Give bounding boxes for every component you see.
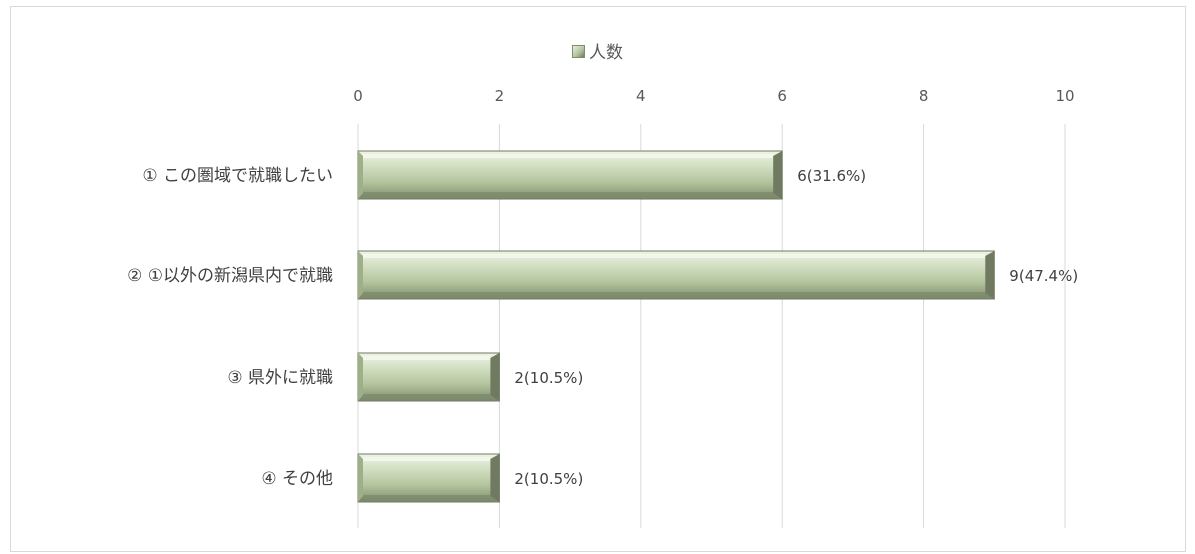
bar-body-1: [357, 150, 783, 200]
bar-body-4: [357, 453, 500, 503]
x-tick-label-6: 6: [777, 87, 787, 105]
bar-3: [357, 352, 500, 402]
legend-label: 人数: [589, 43, 623, 63]
legend: 人数: [0, 38, 1195, 63]
bar-2: [357, 250, 995, 300]
bar-bevel-bottom-1: [359, 192, 782, 198]
data-label-4: 2(10.5%): [514, 470, 583, 488]
bar-bevel-bottom-2: [359, 292, 994, 298]
x-tick-label-10: 10: [1055, 87, 1074, 105]
bar-bevel-end-2: [985, 251, 995, 299]
category-label-1: ① この圏域で就職したい: [142, 166, 333, 186]
x-tick-label-2: 2: [495, 87, 505, 105]
bar-bevel-start-1: [358, 151, 363, 199]
bar-bevel-end-1: [773, 151, 783, 199]
bar-bevel-start-2: [358, 251, 363, 299]
x-tick-label-4: 4: [636, 87, 646, 105]
category-label-4: ④ その他: [261, 469, 333, 489]
bar-4: [357, 453, 500, 503]
bar-bevel-start-3: [358, 353, 363, 401]
bar-1: [357, 150, 783, 200]
data-label-2: 9(47.4%): [1009, 267, 1078, 285]
x-tick-label-0: 0: [353, 87, 363, 105]
category-label-3: ③ 県外に就職: [227, 368, 333, 388]
bar-body-3: [357, 352, 500, 402]
bar-bevel-top-1: [361, 154, 774, 158]
data-label-1: 6(31.6%): [797, 167, 866, 185]
x-tick-label-8: 8: [919, 87, 929, 105]
data-label-3: 2(10.5%): [514, 369, 583, 387]
bar-bevel-bottom-3: [359, 394, 499, 400]
bar-bevel-end-3: [490, 353, 500, 401]
bar-bevel-bottom-4: [359, 495, 499, 501]
bar-bevel-top-4: [361, 457, 491, 461]
bar-body-2: [357, 250, 995, 300]
bar-bevel-end-4: [490, 454, 500, 502]
bar-bevel-top-3: [361, 356, 491, 360]
bar-bevel-start-4: [358, 454, 363, 502]
legend-swatch: [572, 45, 585, 58]
bar-bevel-top-2: [361, 254, 986, 258]
category-label-2: ② ①以外の新潟県内で就職: [127, 266, 333, 286]
